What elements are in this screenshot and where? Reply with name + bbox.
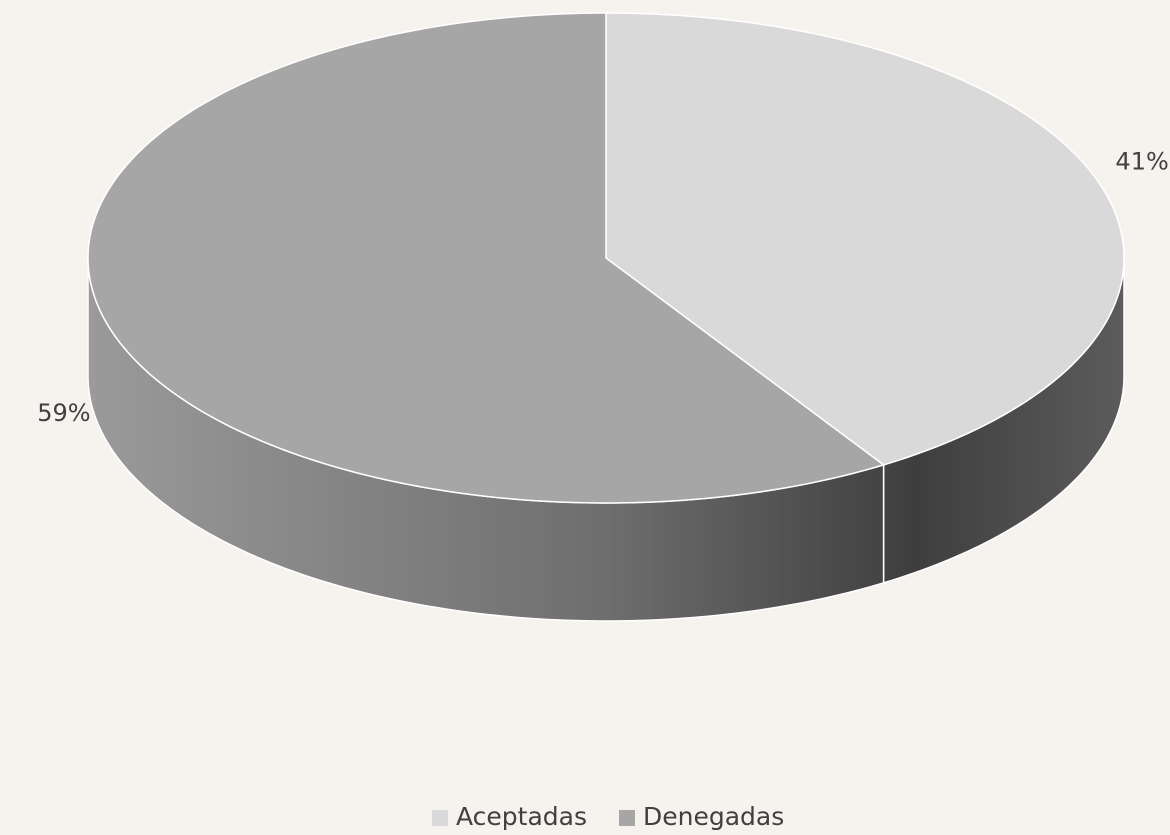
data-label: 59% (37, 399, 90, 427)
legend-swatch (432, 810, 448, 826)
legend-label: Aceptadas (456, 802, 587, 831)
pie-tops (88, 13, 1124, 503)
data-label: 41% (1115, 148, 1168, 176)
legend-label: Denegadas (643, 802, 784, 831)
chart: 41% 59% Aceptadas Denegadas (0, 0, 1170, 835)
legend-swatch (619, 810, 635, 826)
